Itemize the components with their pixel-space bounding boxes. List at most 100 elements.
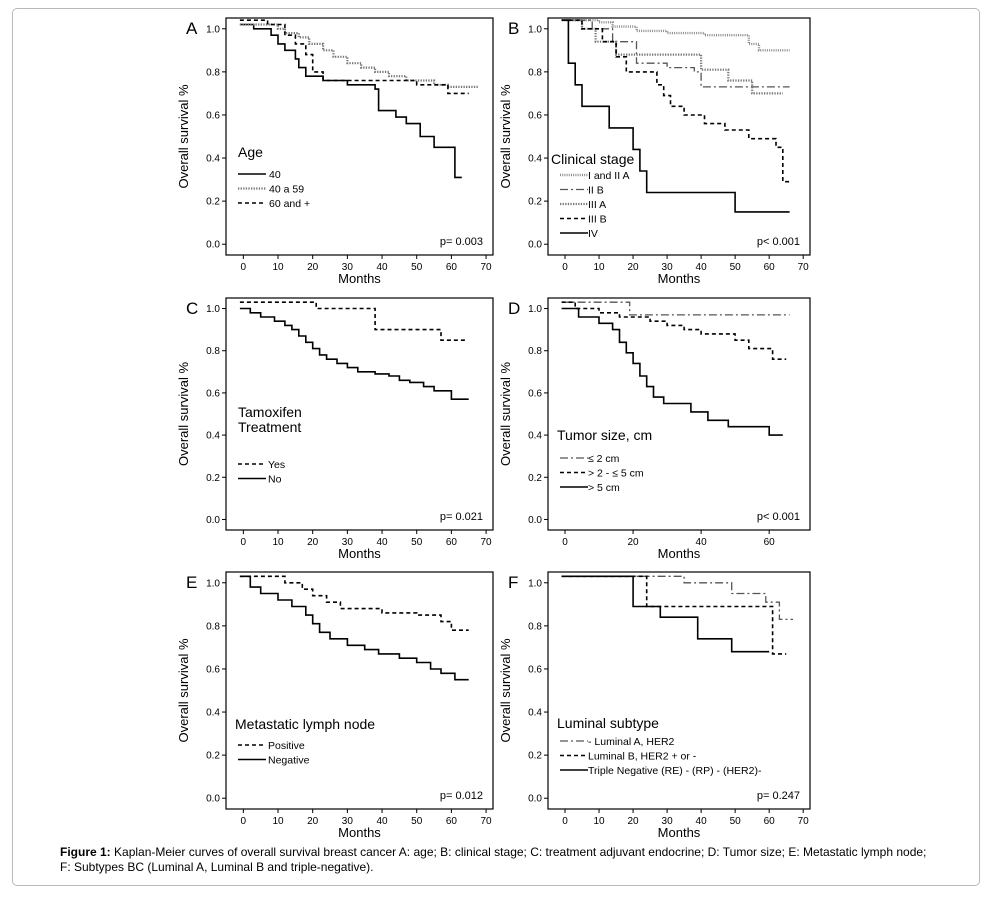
legend-entry: No xyxy=(268,474,282,486)
y-axis-label: Overall survival % xyxy=(498,362,513,466)
panel-a: A 0.0 0.2 0.4 0.6 0.8 1.0 0 10 20 30 40 50 60 70 Months… xyxy=(176,17,494,286)
y-tick-label: 0.6 xyxy=(528,110,542,121)
caption-text: Kaplan-Meier curves of overall survival … xyxy=(60,845,927,874)
legend-entry: 40 a 59 xyxy=(269,184,304,196)
x-tick-label: 10 xyxy=(593,262,605,273)
panel-e: E 0.0 0.2 0.4 0.6 0.8 1.0 0 10 20 30 40 50 60 70 Months… xyxy=(176,571,494,840)
x-tick-label: 40 xyxy=(696,816,708,827)
x-tick-label: 50 xyxy=(411,816,423,827)
x-tick-label: 20 xyxy=(307,537,319,548)
y-tick-label: 0.2 xyxy=(206,473,220,484)
y-tick-label: 0.4 xyxy=(528,431,542,442)
x-tick-label: 50 xyxy=(730,262,742,273)
panel-letter: E xyxy=(186,573,197,592)
x-tick-label: 60 xyxy=(764,537,776,548)
km-curve-a-3 xyxy=(239,19,469,95)
km-curve-b-3 xyxy=(561,19,783,95)
km-curve-d-1 xyxy=(561,301,790,316)
panel-letter: B xyxy=(508,19,519,38)
p-value: p= 0.021 xyxy=(440,511,483,523)
y-axis-label: Overall survival % xyxy=(176,638,191,742)
y-tick-label: 0.0 xyxy=(528,794,542,805)
plot-area xyxy=(225,297,494,531)
y-tick-label: 0.2 xyxy=(528,751,542,762)
x-tick-label: 20 xyxy=(628,816,640,827)
km-curve-a-1 xyxy=(239,23,462,179)
km-curve-f-2 xyxy=(561,575,787,655)
km-curve-e-2 xyxy=(239,575,469,681)
panel-d: D 0.0 0.2 0.4 0.6 0.8 1.0 0 20 40 60 Months Overall … xyxy=(498,297,811,561)
y-tick-label: 0.8 xyxy=(528,621,542,632)
legend-entry: Luminal B, HER2 + or - xyxy=(588,751,697,763)
p-value: p= 0.012 xyxy=(440,790,483,802)
figure-caption: Figure 1: Kaplan-Meier curves of overall… xyxy=(60,845,940,875)
km-curve-f-1 xyxy=(561,575,793,621)
x-axis-label: Months xyxy=(658,546,701,561)
legend-title: Clinical stage xyxy=(551,151,634,167)
legend-entry: - Luminal A, HER2 xyxy=(588,736,675,748)
panel-c: C 0.0 0.2 0.4 0.6 0.8 1.0 0 10 20 30 40 50 60 70 Months… xyxy=(176,297,494,561)
y-tick-label: 0.0 xyxy=(206,515,220,526)
x-tick-label: 60 xyxy=(446,816,458,827)
x-tick-label: 0 xyxy=(562,262,568,273)
p-value: p< 0.001 xyxy=(757,511,800,523)
x-tick-label: 20 xyxy=(307,262,319,273)
legend-title: Treatment xyxy=(238,419,301,435)
legend-entry: IV xyxy=(588,228,598,240)
legend-title: Tumor size, cm xyxy=(557,427,652,443)
x-tick-label: 60 xyxy=(446,262,458,273)
legend-title: Luminal subtype xyxy=(557,715,659,731)
y-tick-label: 0.8 xyxy=(528,346,542,357)
x-tick-label: 60 xyxy=(764,816,776,827)
y-axis-label: Overall survival % xyxy=(498,84,513,188)
x-tick-label: 0 xyxy=(562,816,568,827)
y-tick-label: 0.8 xyxy=(528,67,542,78)
panel-letter: A xyxy=(186,19,198,38)
p-value: p< 0.001 xyxy=(757,236,800,248)
x-tick-label: 20 xyxy=(628,262,640,273)
legend-entry: Negative xyxy=(268,755,310,767)
x-axis-label: Months xyxy=(338,271,381,286)
x-tick-label: 10 xyxy=(272,816,284,827)
x-tick-label: 40 xyxy=(696,262,708,273)
x-tick-label: 30 xyxy=(662,816,674,827)
x-tick-label: 60 xyxy=(446,537,458,548)
plot-area xyxy=(547,17,811,256)
legend-entry: > 2 - ≤ 5 cm xyxy=(588,468,644,480)
y-tick-label: 0.6 xyxy=(528,664,542,675)
x-tick-label: 0 xyxy=(562,537,568,548)
legend-title: Tamoxifen xyxy=(238,404,302,420)
y-tick-label: 0.2 xyxy=(206,197,220,208)
y-axis-label: Overall survival % xyxy=(176,84,191,188)
km-curve-b-4 xyxy=(561,19,790,183)
panel-letter: C xyxy=(186,299,198,318)
y-tick-label: 0.8 xyxy=(206,621,220,632)
legend-title: Age xyxy=(238,144,263,160)
figure-frame xyxy=(12,8,980,886)
x-tick-label: 0 xyxy=(241,262,247,273)
km-curve-d-3 xyxy=(561,307,783,436)
y-tick-label: 1.0 xyxy=(206,24,220,35)
legend-entry: Positive xyxy=(268,740,305,752)
km-curve-c-1 xyxy=(239,301,466,341)
panel-b: B 0.0 0.2 0.4 0.6 0.8 1.0 0 10 20 30 40 50 60 70 Months… xyxy=(498,17,811,286)
legend-entry: Yes xyxy=(268,459,285,471)
p-value: p= 0.003 xyxy=(440,236,483,248)
km-curve-b-5 xyxy=(561,19,790,213)
y-tick-label: 0.2 xyxy=(528,197,542,208)
x-tick-label: 10 xyxy=(593,816,605,827)
x-tick-label: 70 xyxy=(481,262,493,273)
p-value: p= 0.247 xyxy=(757,790,800,802)
y-tick-label: 0.4 xyxy=(528,708,542,719)
y-tick-label: 0.0 xyxy=(528,240,542,251)
y-tick-label: 0.8 xyxy=(206,346,220,357)
x-tick-label: 0 xyxy=(241,537,247,548)
x-tick-label: 60 xyxy=(764,262,776,273)
x-tick-label: 50 xyxy=(411,262,423,273)
x-tick-label: 40 xyxy=(376,262,388,273)
km-curve-b-1 xyxy=(561,19,790,52)
y-tick-label: 0.2 xyxy=(206,751,220,762)
y-tick-label: 0.0 xyxy=(206,794,220,805)
panel-letter: D xyxy=(508,299,520,318)
